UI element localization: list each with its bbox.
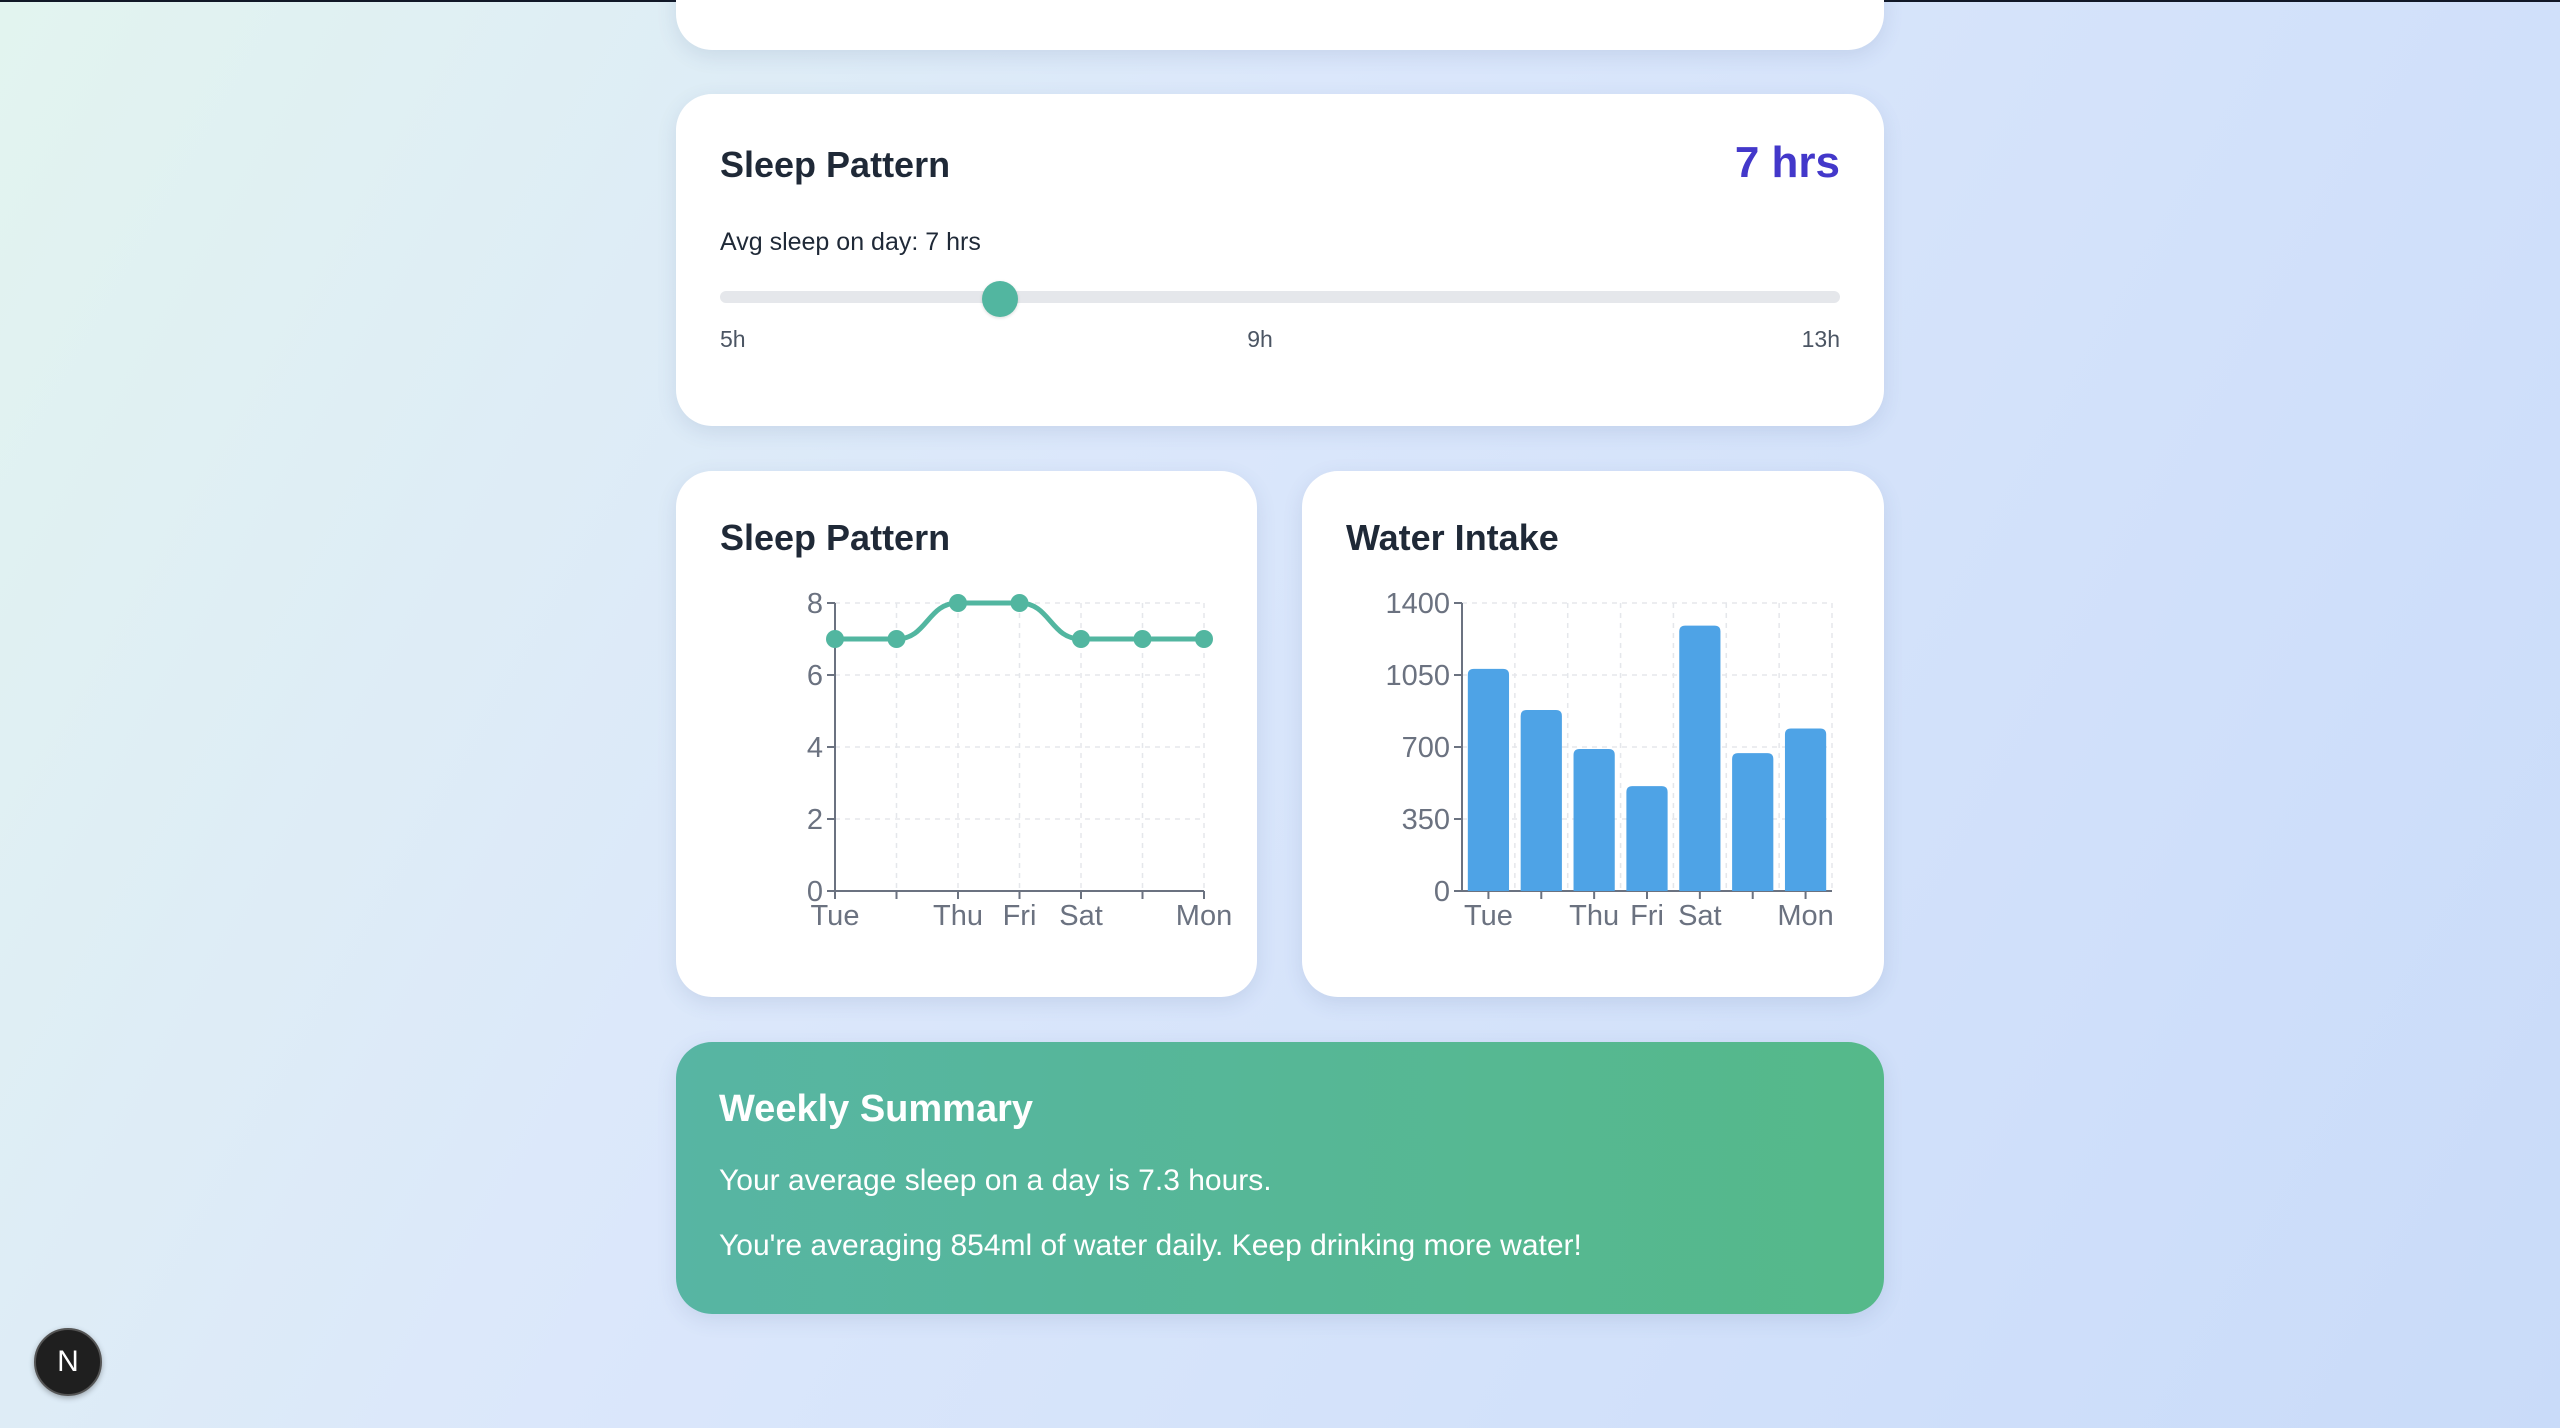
y-tick-label: 4 [807,732,823,764]
sleep-slider-card: Sleep Pattern 7 hrs Avg sleep on day: 7 … [676,94,1884,426]
x-tick-label: Mon [1777,900,1833,932]
sleep-data-point [1195,630,1213,648]
sleep-value-display: 7 hrs [1734,138,1840,187]
nextjs-dev-indicator-button[interactable]: N [34,1328,102,1396]
x-tick-label: Thu [933,900,983,932]
summary-sleep-text: Your average sleep on a day is 7.3 hours… [719,1164,1272,1197]
sleep-data-point [826,630,844,648]
y-tick-label: 8 [807,588,823,620]
y-tick-label: 1050 [1385,660,1450,692]
sleep-chart-card: Sleep Pattern 0 2 4 6 8 Tue Thu Fri Sat Mon [676,471,1257,997]
water-chart-card: Water Intake 0 350 700 1050 1400 Tue Thu Fri Sat… [1302,471,1884,997]
water-bar [1732,753,1774,891]
slider-min-label: 5h [720,326,746,352]
water-bar [1573,749,1615,891]
x-tick-label: Mon [1176,900,1232,932]
y-tick-label: 1400 [1385,588,1450,620]
x-tick-label: Tue [811,900,860,932]
slider-max-label: 13h [1801,326,1840,352]
sleep-line-chart: 0 2 4 6 8 Tue Thu Fri Sat Mon [807,588,1232,932]
x-tick-label: Tue [1464,900,1513,932]
sleep-slider-thumb[interactable] [982,281,1018,317]
slider-mid-label: 9h [1247,326,1273,352]
n-logo-icon: N [57,1345,79,1378]
y-tick-label: 700 [1402,732,1450,764]
summary-water-text: You're averaging 854ml of water daily. K… [719,1229,1582,1262]
x-tick-label: Sat [1678,900,1722,932]
water-bar [1626,786,1668,891]
y-tick-label: 0 [1434,876,1450,908]
water-bar [1679,625,1721,891]
x-tick-label: Fri [1003,900,1037,932]
sleep-slider-track[interactable] [720,291,1840,303]
y-tick-label: 6 [807,660,823,692]
water-bar [1467,668,1510,891]
water-bar [1520,709,1562,891]
water-bar [1784,728,1827,891]
water-chart-title: Water Intake [1346,517,1559,558]
sleep-data-point [1072,630,1090,648]
x-tick-label: Thu [1569,900,1619,932]
y-tick-label: 0 [807,876,823,908]
y-tick-label: 2 [807,804,823,836]
sleep-chart-title: Sleep Pattern [720,517,951,558]
sleep-data-point [887,630,906,648]
y-tick-label: 350 [1402,804,1450,836]
sleep-slider-title: Sleep Pattern [720,144,951,185]
sleep-data-point [1010,594,1029,612]
previous-card [676,0,1884,50]
x-tick-label: Fri [1630,900,1664,932]
sleep-data-point [949,594,967,612]
x-tick-label: Sat [1059,900,1103,932]
weekly-summary-card: Weekly Summary Your average sleep on a d… [676,1042,1884,1314]
avg-sleep-label: Avg sleep on day: 7 hrs [720,228,981,256]
sleep-data-point [1133,630,1152,648]
water-bar-chart: 0 350 700 1050 1400 Tue Thu Fri Sat Mon [1385,588,1833,932]
summary-title: Weekly Summary [719,1088,1034,1130]
